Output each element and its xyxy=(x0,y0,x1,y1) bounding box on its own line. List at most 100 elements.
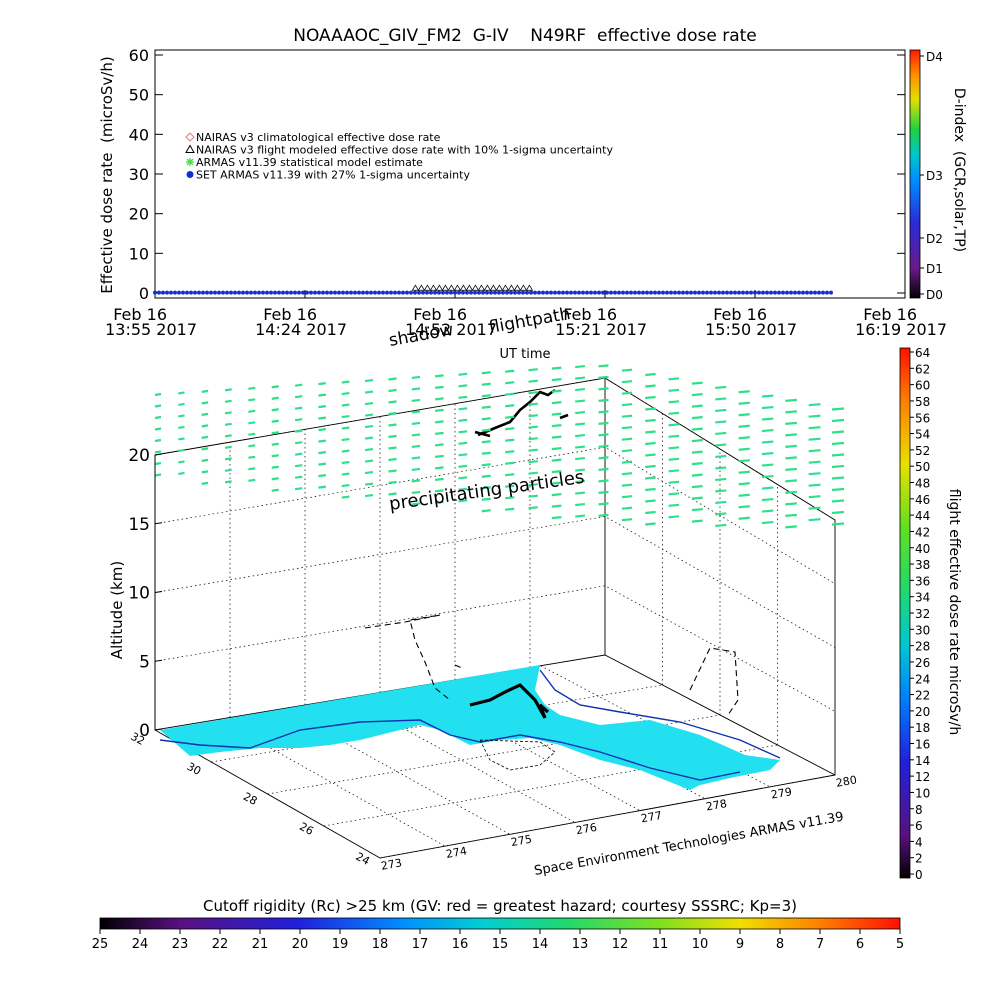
particle-mark xyxy=(645,407,656,411)
particle-mark xyxy=(154,438,162,443)
series-point-set-armas xyxy=(369,290,373,295)
series-point-nairas-flight xyxy=(513,284,522,291)
rc-colorbar-tick-label: 20 xyxy=(292,937,309,952)
legend-symbol-asterisk xyxy=(186,158,194,166)
particle-mark xyxy=(551,435,562,439)
series-point-set-armas xyxy=(821,290,825,295)
series-point-set-armas xyxy=(213,290,217,295)
series-point-set-armas xyxy=(609,290,613,295)
particle-mark xyxy=(808,437,821,441)
top-x-tick-label-time: 14:52 2017 xyxy=(405,320,497,339)
particle-mark xyxy=(575,479,586,484)
series-point-set-armas xyxy=(829,290,833,295)
series-point-set-armas xyxy=(457,290,461,295)
series-point-set-armas xyxy=(197,290,201,295)
series-point-set-armas xyxy=(529,290,533,295)
particle-mark xyxy=(294,441,303,445)
series-point-set-armas xyxy=(817,290,821,295)
series-point-set-armas xyxy=(565,290,569,295)
particle-mark xyxy=(645,430,656,434)
particle-mark xyxy=(178,437,185,441)
particle-mark xyxy=(364,493,374,498)
particle-mark xyxy=(388,377,397,381)
particle-mark xyxy=(201,435,209,439)
rc-colorbar-tick-label: 18 xyxy=(372,937,389,952)
particle-mark xyxy=(294,487,303,491)
particle-mark xyxy=(598,421,609,425)
dose-colorbar-ticks: 0246810121416182022242628303234363840424… xyxy=(910,346,930,882)
top-x-tick-label-time: 14:24 2017 xyxy=(255,320,347,339)
particle-mark xyxy=(341,414,350,419)
dose-colorbar-tick-label: 24 xyxy=(915,672,930,686)
particle-mark xyxy=(411,502,421,506)
particle-mark xyxy=(458,384,468,388)
3d-altitude-tick-label: 10 xyxy=(128,584,150,604)
3d-altitude-tick-label: 20 xyxy=(128,446,150,466)
particle-mark xyxy=(154,415,162,420)
3d-latitude-tick-label: 28 xyxy=(241,790,259,808)
particle-mark xyxy=(785,490,797,494)
particle-mark xyxy=(318,405,327,409)
annotation-precipitating-particles: precipitating particles xyxy=(388,467,586,515)
coastline xyxy=(159,669,781,781)
series-point-set-armas xyxy=(709,290,713,295)
3d-latitude-tick-label: 30 xyxy=(185,760,203,778)
dose-colorbar-tick-label: 20 xyxy=(915,705,930,719)
series-point-set-armas xyxy=(489,290,493,295)
particle-mark xyxy=(528,368,538,372)
series-point-set-armas xyxy=(329,290,333,295)
particle-mark xyxy=(551,470,562,474)
3d-altitude-ticks: 0 5 10 15 20 xyxy=(128,446,163,741)
series-point-nairas-flight xyxy=(423,284,432,291)
particle-mark xyxy=(551,378,562,382)
particle-mark xyxy=(271,488,279,492)
particle-mark xyxy=(435,443,444,447)
dindex-tick-label: D3 xyxy=(926,169,943,183)
particle-mark xyxy=(458,407,468,411)
particle-mark xyxy=(551,412,562,416)
particle-mark xyxy=(505,438,515,442)
particle-mark xyxy=(621,426,633,430)
3d-altitude-tick xyxy=(154,453,163,456)
particle-mark xyxy=(178,402,185,407)
particle-mark xyxy=(505,381,515,385)
particle-mark xyxy=(154,427,162,431)
series-point-set-armas xyxy=(701,290,705,295)
particle-mark xyxy=(598,467,609,471)
particle-mark xyxy=(341,449,350,453)
dose-colorbar-tick-label: 34 xyxy=(915,591,930,605)
particle-mark xyxy=(388,492,397,496)
particle-mark xyxy=(248,432,256,436)
series-point-set-armas xyxy=(285,290,289,295)
particle-mark xyxy=(621,495,633,499)
particle-mark xyxy=(481,417,491,421)
particle-mark xyxy=(224,388,232,392)
series-point-set-armas xyxy=(525,290,529,295)
series-point-set-armas xyxy=(357,290,361,295)
rc-colorbar-tick-label: 25 xyxy=(92,937,109,952)
particle-mark xyxy=(528,506,538,510)
series-point-set-armas xyxy=(337,290,341,295)
dose-colorbar-tick-label: 44 xyxy=(915,509,930,523)
particle-mark xyxy=(154,461,162,466)
particle-mark xyxy=(364,470,374,475)
particle-mark xyxy=(575,399,586,403)
series-point-set-armas xyxy=(749,290,753,295)
series-point-set-armas xyxy=(193,290,197,295)
particle-mark xyxy=(318,462,327,466)
particle-mark xyxy=(645,464,656,469)
particle-mark xyxy=(668,388,680,392)
particle-mark xyxy=(178,391,185,395)
particle-mark xyxy=(481,451,491,455)
rc-colorbar-tick-label: 13 xyxy=(572,937,589,952)
legend-symbol-diamond xyxy=(185,132,195,142)
particle-mark xyxy=(178,425,185,430)
particle-mark xyxy=(435,454,444,458)
particle-mark xyxy=(808,495,821,499)
particle-mark xyxy=(575,502,586,507)
particle-mark xyxy=(715,500,727,505)
series-point-set-armas xyxy=(281,290,285,295)
dose-colorbar-tick-label: 2 xyxy=(915,852,923,866)
series-point-set-armas xyxy=(325,290,329,295)
particle-mark xyxy=(808,518,821,522)
